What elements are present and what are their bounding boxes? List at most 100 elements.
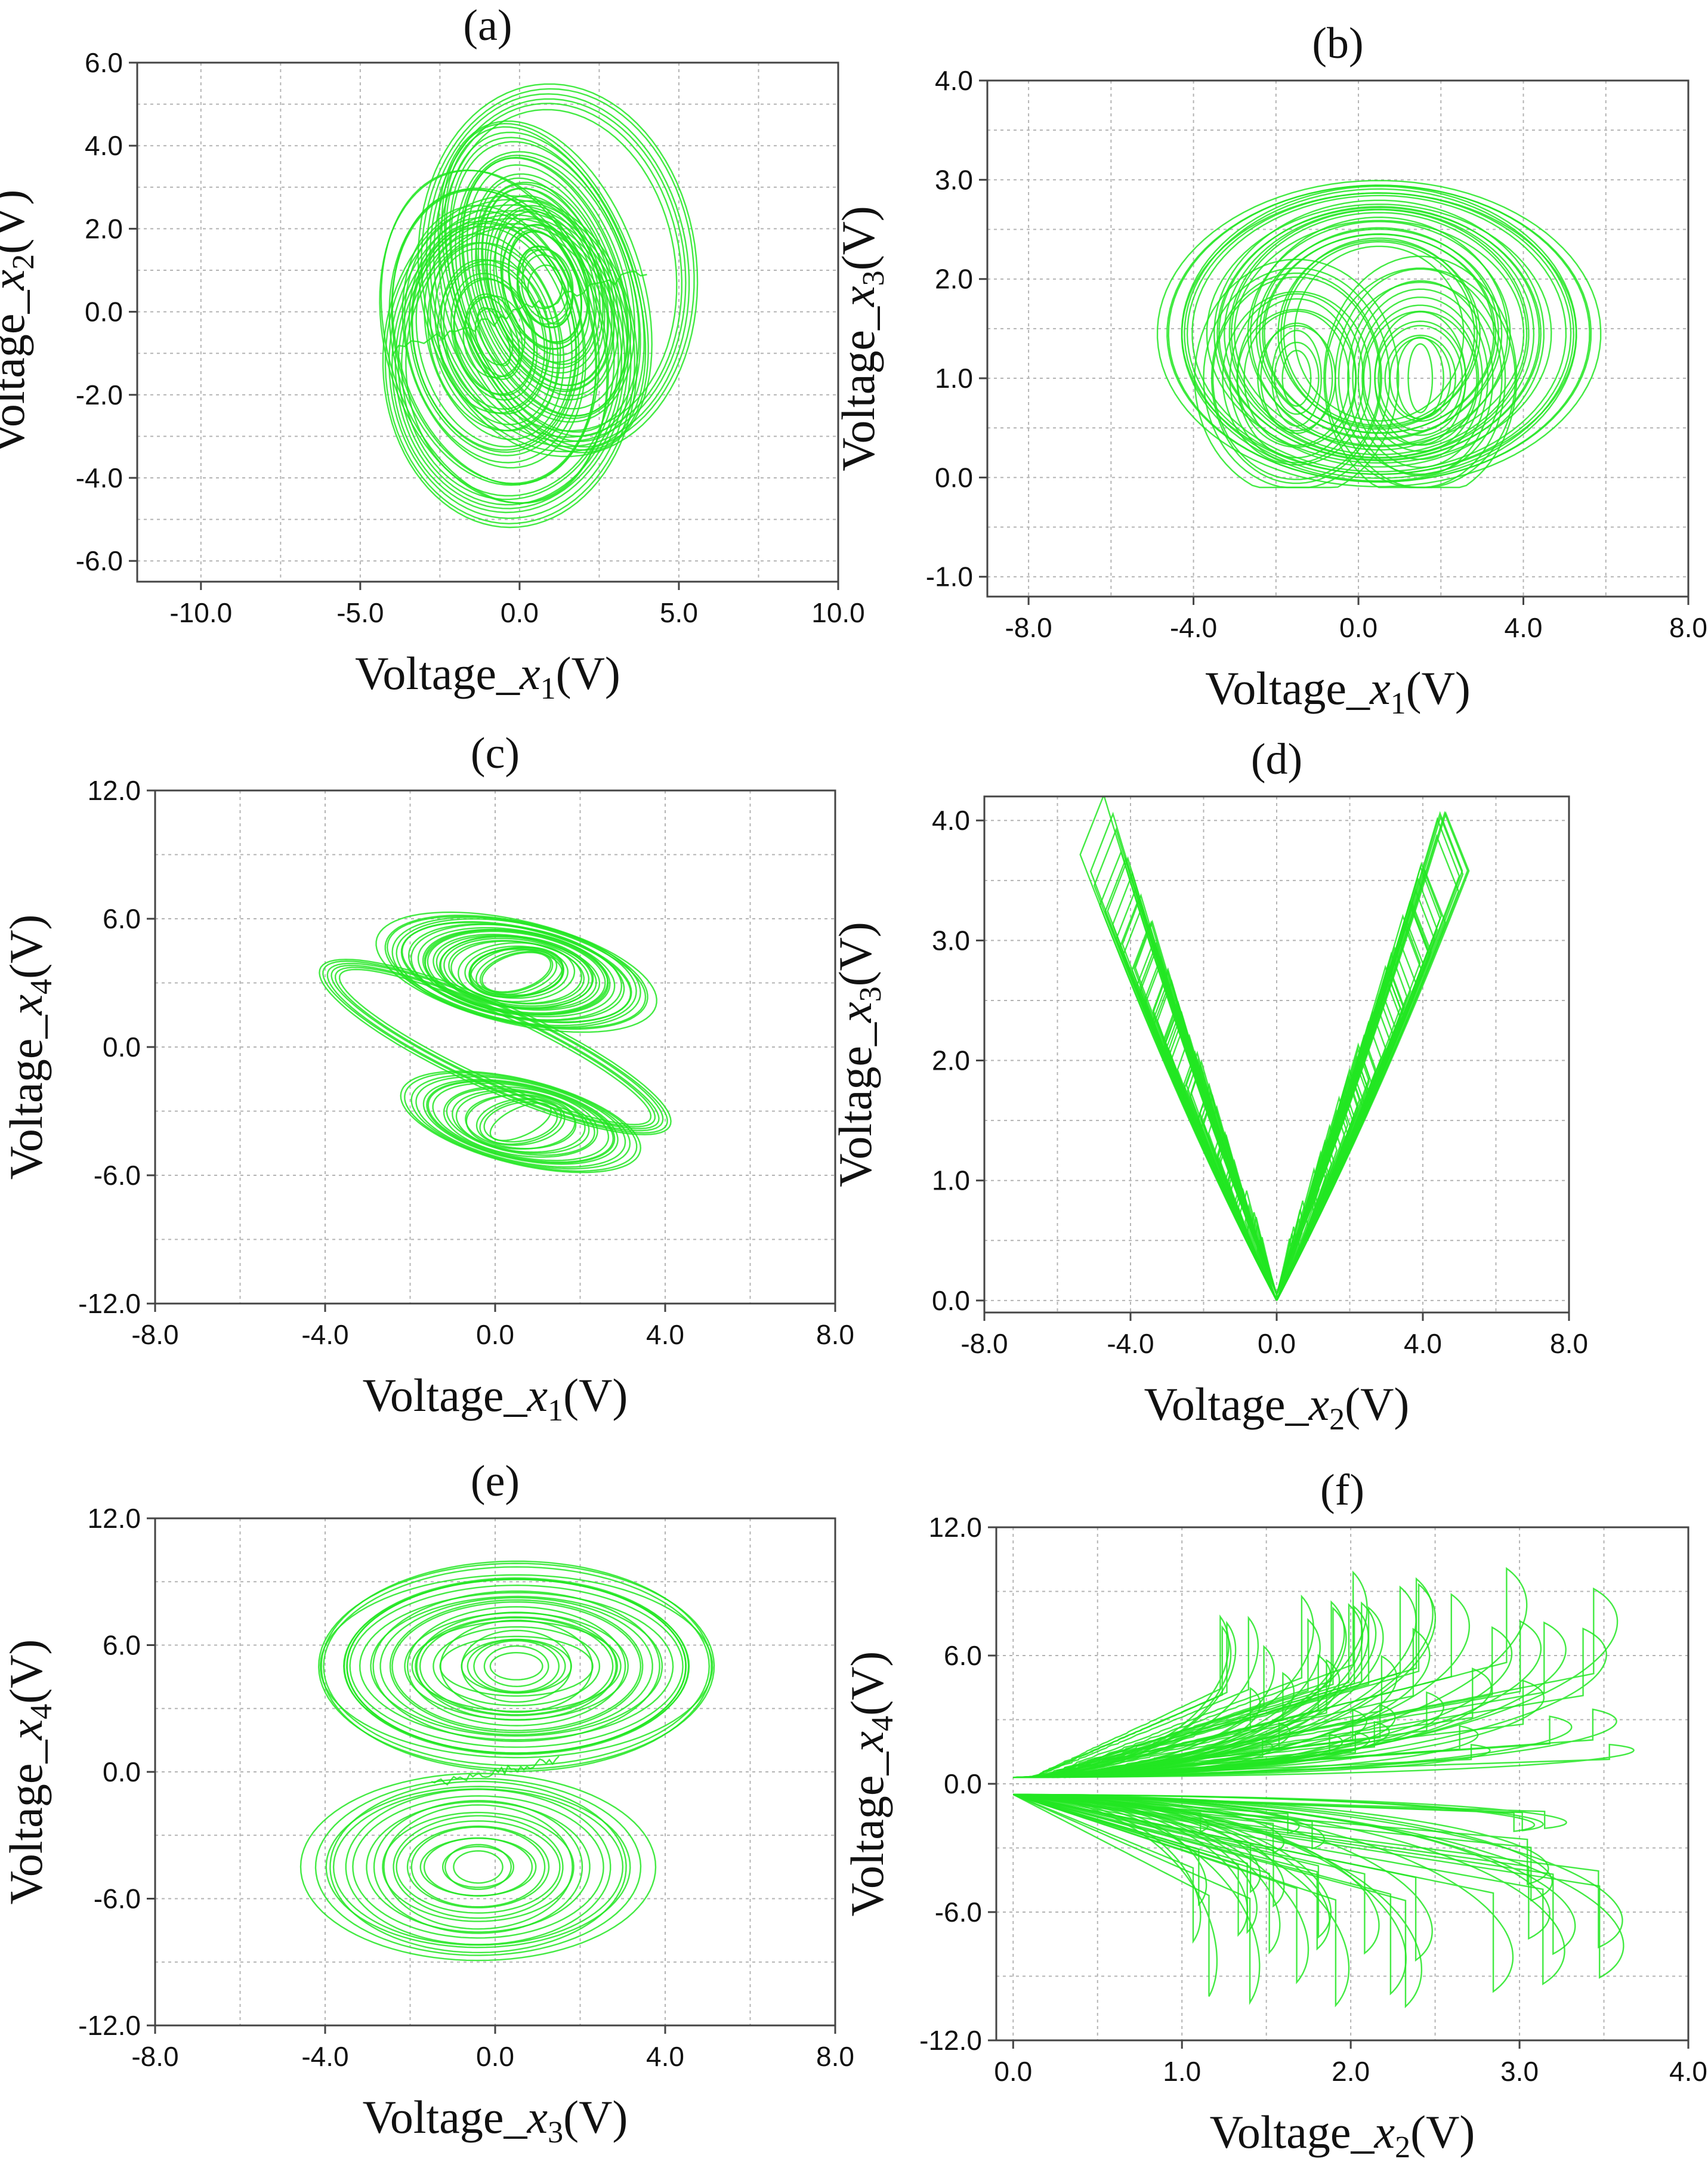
trajectory-path xyxy=(467,1639,566,1694)
y-axis-title: Voltage_x2(V) xyxy=(0,190,41,455)
x-tick-label: 10.0 xyxy=(811,597,865,628)
y-tick-label: 0.0 xyxy=(85,297,123,328)
x-axis-title: Voltage_x1(V) xyxy=(1205,662,1471,721)
trajectory-path xyxy=(450,273,538,401)
trajectory-path xyxy=(431,1755,560,1786)
trajectory-path xyxy=(1013,1793,1285,1908)
trajectory-path xyxy=(1229,293,1364,464)
x-tick-label: -4.0 xyxy=(1107,1328,1154,1359)
trajectory-path xyxy=(366,1801,591,1933)
y-tick-label: 1.0 xyxy=(935,363,973,394)
trajectory-path xyxy=(338,968,652,1126)
x-tick-label: 8.0 xyxy=(816,1319,854,1350)
y-tick-label: 12.0 xyxy=(87,1503,141,1534)
trajectory-path xyxy=(1013,1603,1364,1778)
trajectory-path xyxy=(1203,267,1391,489)
trajectory-path xyxy=(1013,1793,1380,1955)
trajectory-path xyxy=(1274,341,1320,415)
trajectory-path xyxy=(352,1795,604,1939)
trajectory-path xyxy=(325,1786,631,1948)
trajectory-path xyxy=(489,1102,552,1141)
series-b xyxy=(1156,180,1602,489)
trajectory-path xyxy=(406,1606,626,1727)
trajectory-path xyxy=(1013,1793,1544,1832)
trajectory-path xyxy=(320,1560,712,1772)
trajectory-path xyxy=(389,1599,644,1734)
trajectory-path xyxy=(1013,1594,1314,1778)
trajectory-path xyxy=(483,1645,549,1688)
trajectory-path xyxy=(391,1601,642,1731)
trajectory-path xyxy=(1156,979,1397,1301)
y-tick-label: 0.0 xyxy=(932,1285,970,1316)
y-tick-label: -1.0 xyxy=(926,561,973,592)
y-tick-label: 2.0 xyxy=(935,264,973,295)
trajectory-path xyxy=(329,1780,627,1954)
trajectory-path xyxy=(489,1652,543,1681)
trajectory-path xyxy=(415,1616,619,1716)
trajectory-path xyxy=(1384,334,1457,422)
trajectory-path xyxy=(1323,255,1518,489)
trajectory-path xyxy=(479,950,554,994)
trajectory-path xyxy=(1012,1793,1423,2009)
y-tick-label: 0.0 xyxy=(103,1756,141,1787)
chart-panel-f: (f) 0.0 1.0 2.0 3.0 4.0 -12.0 -6.0 0.0 6.0 12.0 Vol… xyxy=(841,1466,1707,2164)
grid-lines xyxy=(137,63,838,582)
y-tick-label: 6.0 xyxy=(85,47,123,78)
chart-panel-e: (e) -8.0 -4.0 0.0 4.0 8.0 -12.0 -6.0 0.0 6.0 12.0 V… xyxy=(0,1457,854,2150)
y-tick-label: 3.0 xyxy=(935,164,973,195)
trajectory-path xyxy=(426,1080,616,1164)
x-tick-label: -10.0 xyxy=(169,597,232,628)
x-tick-label: 0.0 xyxy=(994,2056,1032,2087)
trajectory-path xyxy=(481,952,552,993)
trajectory-path xyxy=(319,958,672,1136)
x-tick-label: 0.0 xyxy=(1258,1328,1296,1359)
trajectory-path xyxy=(461,1629,572,1703)
trajectory-path xyxy=(388,204,632,520)
trajectory-path xyxy=(1352,288,1489,468)
panel-title-b: (b) xyxy=(1312,19,1363,68)
grid-lines xyxy=(987,81,1688,597)
trajectory-path xyxy=(443,263,545,410)
trajectory-path xyxy=(439,1635,594,1697)
plot-frame xyxy=(136,61,839,583)
trajectory-path xyxy=(1099,814,1464,1301)
trajectory-path xyxy=(393,1815,564,1919)
series-d xyxy=(1079,796,1470,1301)
x-tick-label: 4.0 xyxy=(646,2041,684,2072)
trajectory-path xyxy=(437,120,653,453)
y-tick-label: -6.0 xyxy=(94,1883,141,1914)
trajectory-path xyxy=(1293,245,1465,422)
trajectory-path xyxy=(1013,1793,1261,1894)
trajectory-path xyxy=(1243,310,1350,446)
trajectory-path xyxy=(411,1620,622,1712)
y-tick-label: 1.0 xyxy=(932,1165,970,1196)
x-tick-label: 8.0 xyxy=(816,2041,854,2072)
trajectory-path xyxy=(1407,343,1434,413)
trajectory-path xyxy=(416,1611,617,1721)
x-axis-title: Voltage_x1(V) xyxy=(355,647,620,706)
x-tick-label: -8.0 xyxy=(1005,612,1052,643)
trajectory-path xyxy=(410,220,577,453)
grid-lines xyxy=(996,1527,1688,2040)
x-tick-label: 4.0 xyxy=(1404,1328,1442,1359)
trajectory-path xyxy=(1255,228,1503,439)
trajectory-path xyxy=(396,1820,561,1914)
panel-title-a: (a) xyxy=(463,1,512,50)
trajectory-path xyxy=(433,1626,601,1707)
trajectory-path xyxy=(375,911,657,1033)
y-tick-label: -2.0 xyxy=(76,379,123,410)
trajectory-path xyxy=(388,187,600,486)
y-axis-title: Voltage_x4(V) xyxy=(0,1639,58,1905)
trajectory-path xyxy=(345,1789,611,1945)
trajectory-path xyxy=(432,1082,610,1162)
y-tick-label: 0.0 xyxy=(944,1768,982,1799)
trajectory-path xyxy=(429,242,559,432)
trajectory-path xyxy=(1181,192,1577,475)
y-tick-label: -6.0 xyxy=(935,1897,982,1928)
series-f xyxy=(1012,1567,1635,2009)
x-tick-label: 2.0 xyxy=(1332,2056,1370,2087)
trajectory-path xyxy=(1144,961,1404,1301)
trajectory-path xyxy=(425,93,690,447)
trajectory-path xyxy=(349,1584,684,1748)
